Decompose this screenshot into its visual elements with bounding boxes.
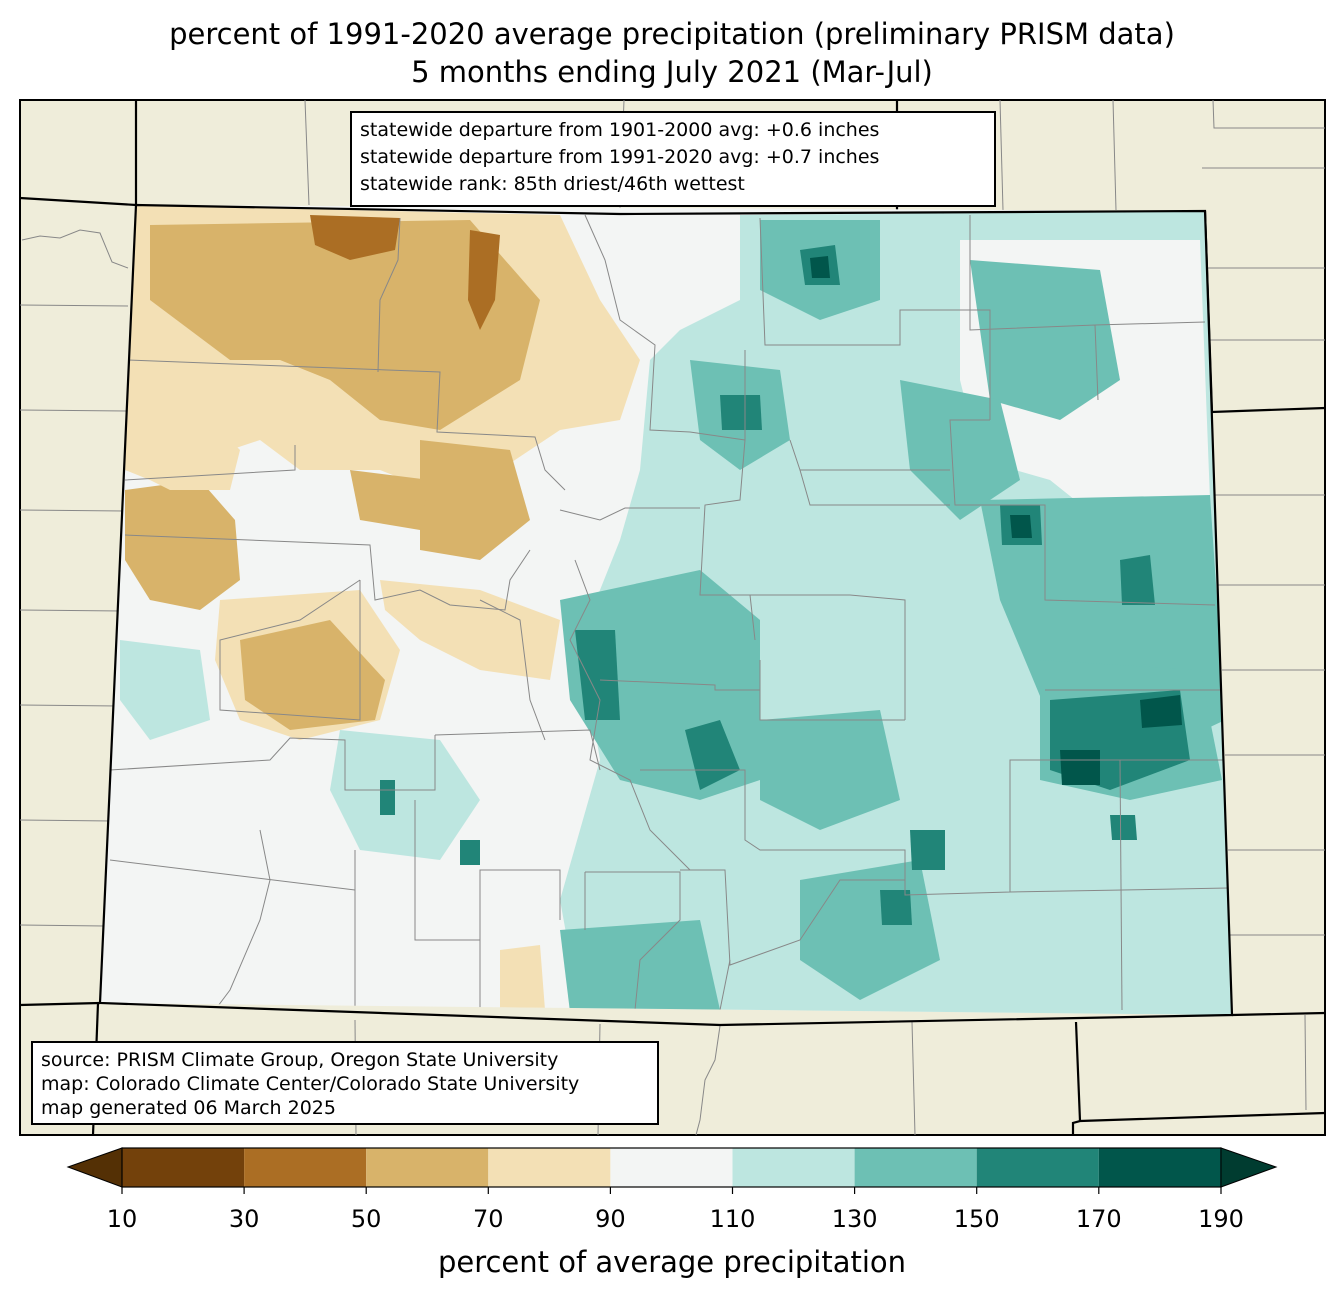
source-box: source: PRISM Climate Group, Oregon Stat… xyxy=(31,1041,659,1125)
neighbor-boundaries xyxy=(19,99,1325,1136)
colorbar-tick-label: 90 xyxy=(595,1205,626,1233)
colorbar-tick-label: 30 xyxy=(228,1205,260,1233)
colorado-outline xyxy=(98,203,1234,1027)
colorbar-segment xyxy=(976,1148,1099,1187)
colorbar-segment xyxy=(854,1148,977,1187)
colorbar-tick-label: 50 xyxy=(350,1205,382,1233)
statewide-stats-box: statewide departure from 1901-2000 avg: … xyxy=(350,111,996,207)
colorbar-title: percent of average precipitation xyxy=(437,1245,907,1279)
stats-departure-1901: statewide departure from 1901-2000 avg: … xyxy=(360,119,880,141)
colorbar-segment xyxy=(244,1148,367,1187)
colorbar-segment xyxy=(366,1148,489,1187)
colorbar-over-arrow xyxy=(1220,1147,1278,1188)
colorbar-tick-label: 150 xyxy=(953,1205,1000,1233)
colorbar-tick-label: 130 xyxy=(831,1205,878,1233)
colorbar-segment xyxy=(1098,1148,1221,1187)
generated-date-line: map generated 06 March 2025 xyxy=(41,1097,336,1119)
colorbar-segment xyxy=(610,1148,733,1187)
stats-departure-1991: statewide departure from 1991-2020 avg: … xyxy=(360,146,880,168)
source-line: source: PRISM Climate Group, Oregon Stat… xyxy=(41,1049,559,1071)
colorbar-tick-label: 70 xyxy=(473,1205,504,1233)
colorbar xyxy=(66,1147,1278,1194)
colorbar-segment xyxy=(732,1148,855,1187)
colorbar-tick-label: 10 xyxy=(106,1205,138,1233)
colorbar-tick-label: 190 xyxy=(1198,1205,1244,1233)
stats-rank: statewide rank: 85th driest/46th wettest xyxy=(360,173,745,195)
colorbar-segment xyxy=(488,1148,611,1187)
map-title-line1: percent of 1991-2020 average precipitati… xyxy=(169,17,1175,51)
colorbar-tick-label: 110 xyxy=(709,1205,756,1233)
colorbar-tick-label: 170 xyxy=(1075,1205,1122,1233)
map-title-line2: 5 months ending July 2021 (Mar-Jul) xyxy=(411,55,933,89)
precip-field xyxy=(100,205,1232,1015)
map-credit-line: map: Colorado Climate Center/Colorado St… xyxy=(41,1073,580,1095)
colorbar-under-arrow xyxy=(66,1147,123,1188)
county-boundaries xyxy=(109,214,1231,1011)
colorbar-segment xyxy=(122,1148,245,1187)
